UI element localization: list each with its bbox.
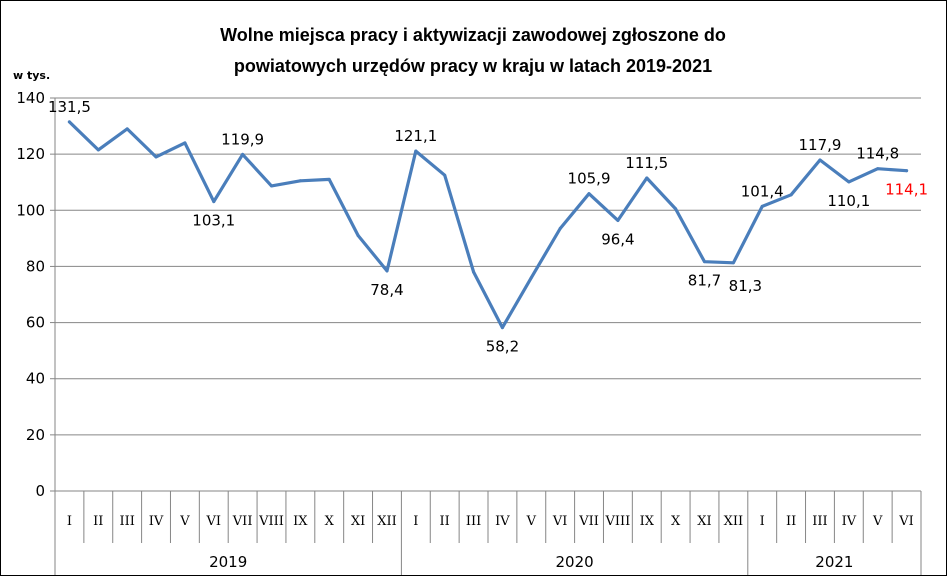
y-tick-label: 0 — [35, 482, 45, 500]
y-tick-label: 20 — [26, 426, 45, 444]
y-tick-label: 100 — [16, 201, 45, 219]
data-point — [760, 204, 764, 208]
data-label: 103,1 — [192, 212, 235, 230]
data-point — [183, 141, 187, 145]
x-tick-label: II — [93, 514, 103, 529]
data-point — [385, 269, 389, 273]
data-point — [558, 227, 562, 231]
x-tick-label: VIII — [605, 514, 631, 529]
y-tick-label: 120 — [16, 145, 45, 163]
y-tick-label: 40 — [26, 370, 45, 388]
data-label: 131,5 — [48, 98, 91, 116]
x-tick-label: VI — [206, 514, 222, 529]
data-point — [270, 184, 273, 188]
y-tick-label: 80 — [26, 257, 45, 275]
data-label: 117,9 — [798, 136, 841, 154]
x-tick-label: IX — [293, 514, 308, 529]
y-tick-label: 140 — [16, 89, 45, 107]
series-line — [67, 120, 909, 330]
x-tick-label: VII — [578, 514, 599, 529]
x-tick-label: IV — [842, 514, 857, 529]
data-point — [789, 193, 793, 197]
data-label: 119,9 — [221, 130, 264, 148]
data-point — [443, 173, 447, 177]
data-label: 101,4 — [741, 182, 784, 200]
data-point — [674, 207, 678, 211]
x-tick-label: III — [812, 514, 827, 529]
gridlines — [55, 97, 921, 436]
data-point — [876, 167, 880, 171]
chart-title-line-1: Wolne miejsca pracy i aktywizacji zawodo… — [220, 25, 726, 45]
x-tick-label: X — [671, 514, 681, 529]
data-label: 96,4 — [601, 230, 634, 248]
data-point — [67, 120, 71, 124]
data-point — [731, 261, 735, 265]
data-point — [472, 270, 476, 274]
x-tick-label: IV — [495, 514, 510, 529]
x-tick-label: IX — [640, 514, 655, 529]
data-point — [905, 169, 909, 173]
data-point — [298, 179, 302, 183]
data-point — [500, 326, 504, 330]
x-tick-label: VIII — [258, 514, 284, 529]
x-tick-label: XII — [724, 514, 744, 529]
data-point — [154, 155, 158, 159]
x-tick-label: XI — [697, 514, 711, 529]
data-point — [847, 180, 851, 184]
data-label: 114,8 — [856, 145, 899, 163]
x-tick-label: I — [67, 514, 72, 529]
series-line-path — [67, 120, 909, 330]
data-point — [587, 192, 591, 196]
data-point — [327, 177, 331, 181]
x-tick-label: III — [466, 514, 481, 529]
data-label: 58,2 — [486, 338, 519, 356]
data-point — [645, 176, 649, 180]
data-label: 110,1 — [827, 192, 870, 210]
x-tick-label: I — [413, 514, 418, 529]
y-axis-unit-label: w tys. — [13, 69, 50, 82]
data-point — [212, 200, 216, 204]
data-point — [125, 127, 129, 131]
data-label: 121,1 — [394, 127, 437, 145]
x-tick-label: IV — [149, 514, 164, 529]
data-point — [818, 158, 822, 162]
x-tick-label: VI — [552, 514, 568, 529]
data-point — [241, 152, 245, 156]
x-tick-label: II — [440, 514, 450, 529]
x-tick-label: II — [786, 514, 796, 529]
data-label: 81,7 — [688, 272, 721, 290]
data-point — [616, 218, 620, 222]
data-label: 105,9 — [568, 170, 611, 188]
x-tick-label: XI — [351, 514, 365, 529]
chart-title-line-2: powiatowych urzędów pracy w kraju w lata… — [234, 56, 712, 76]
x-tick-label: V — [179, 514, 190, 529]
data-point — [703, 260, 706, 264]
data-point — [529, 276, 533, 280]
data-label: 111,5 — [625, 154, 668, 172]
year-label: 2021 — [815, 553, 853, 571]
year-label: 2019 — [209, 553, 247, 571]
x-tick-label: VII — [232, 514, 253, 529]
year-label: 2020 — [556, 553, 594, 571]
data-point — [414, 149, 418, 153]
x-tick-label: V — [872, 514, 883, 529]
x-tick-label: XII — [377, 514, 397, 529]
data-label: 114,1 — [885, 181, 928, 199]
x-tick-label: X — [325, 514, 335, 529]
x-tick-label: III — [119, 514, 134, 529]
data-label: 78,4 — [370, 281, 403, 299]
x-tick-label: VI — [898, 514, 914, 529]
data-point — [356, 234, 360, 238]
x-tick-label: I — [760, 514, 765, 529]
x-tick-label: V — [526, 514, 537, 529]
data-point — [96, 148, 100, 152]
y-tick-label: 60 — [26, 314, 45, 332]
data-label: 81,3 — [729, 277, 762, 295]
data-labels: 131,5 103,1 119,9 78,4 121,1 58,2 105,9 96,4 111… — [48, 98, 928, 356]
